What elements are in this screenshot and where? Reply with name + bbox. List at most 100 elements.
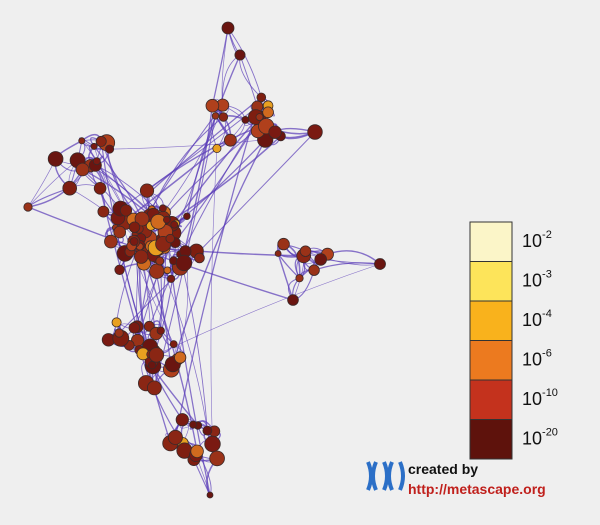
node [262, 106, 274, 119]
edge [109, 139, 266, 150]
node [134, 211, 150, 227]
legend-label-exponent: -4 [542, 308, 552, 320]
node [209, 450, 225, 467]
watermark-text: created by [408, 461, 478, 477]
legend-label-exponent: -6 [542, 347, 552, 359]
node [95, 135, 107, 147]
node [277, 237, 290, 251]
node [111, 317, 122, 328]
legend-label-base: 10 [522, 231, 542, 251]
node [114, 264, 125, 276]
edge [156, 263, 381, 356]
node [183, 212, 191, 220]
node [218, 112, 229, 122]
node [128, 321, 141, 334]
logo [366, 461, 405, 491]
logo-icon [366, 461, 405, 491]
legend-label: 10-4 [522, 308, 552, 330]
edge [313, 262, 381, 271]
node [175, 254, 193, 272]
node [113, 225, 126, 239]
node [287, 294, 299, 306]
node [155, 256, 165, 266]
node [206, 491, 214, 499]
node [174, 351, 187, 364]
edge [99, 188, 172, 444]
node [158, 204, 167, 213]
node [169, 340, 178, 349]
legend-swatch [469, 340, 513, 381]
node [62, 180, 77, 196]
legend-label-base: 10 [522, 310, 542, 330]
legend-swatch [469, 379, 513, 420]
node [295, 274, 304, 283]
edge [148, 96, 262, 194]
node [47, 151, 64, 167]
node [167, 429, 183, 445]
node [23, 202, 33, 212]
node [223, 133, 237, 147]
node [156, 326, 165, 335]
node [299, 245, 312, 257]
node [255, 113, 264, 121]
node [148, 347, 165, 363]
legend-swatch [469, 261, 513, 302]
edge [227, 27, 262, 98]
node [314, 253, 328, 266]
node [146, 380, 162, 396]
node [308, 264, 320, 276]
node [256, 92, 267, 103]
node [202, 425, 213, 436]
node [90, 142, 98, 150]
legend-label: 10-20 [522, 426, 558, 448]
node [268, 125, 282, 139]
node [150, 213, 167, 230]
node [129, 237, 139, 246]
edge [171, 223, 208, 431]
node [119, 204, 133, 217]
node [134, 249, 149, 264]
node [212, 143, 222, 153]
node [114, 328, 124, 338]
legend-label-base: 10 [522, 428, 542, 448]
edge [118, 131, 316, 334]
edge [134, 115, 216, 328]
legend-label-base: 10 [522, 349, 542, 369]
edge [146, 125, 262, 192]
node [189, 420, 198, 429]
node [104, 234, 118, 249]
node [274, 250, 282, 257]
node [241, 116, 250, 124]
node [175, 413, 189, 427]
node [205, 98, 220, 113]
legend-label-exponent: -20 [542, 426, 558, 438]
node [167, 274, 176, 283]
node [190, 444, 204, 459]
node [211, 112, 220, 120]
node [374, 258, 386, 270]
node [92, 157, 101, 166]
nodes [23, 21, 386, 499]
legend-swatch [469, 419, 513, 460]
node [204, 435, 221, 453]
node [149, 263, 165, 279]
legend-label-base: 10 [522, 270, 542, 290]
node [234, 49, 246, 61]
node [78, 137, 86, 145]
node [105, 144, 115, 154]
node [128, 221, 141, 233]
node [194, 252, 205, 264]
legend-label: 10-10 [522, 387, 558, 409]
legend-label-exponent: -3 [542, 268, 552, 280]
legend-label: 10-2 [522, 229, 552, 251]
node [97, 205, 110, 218]
node [139, 183, 155, 198]
watermark-link: http://metascape.org [408, 481, 546, 497]
legend-label: 10-3 [522, 268, 552, 290]
legend-swatch [469, 221, 513, 262]
node [147, 361, 157, 370]
legend-label-exponent: -10 [542, 387, 558, 399]
